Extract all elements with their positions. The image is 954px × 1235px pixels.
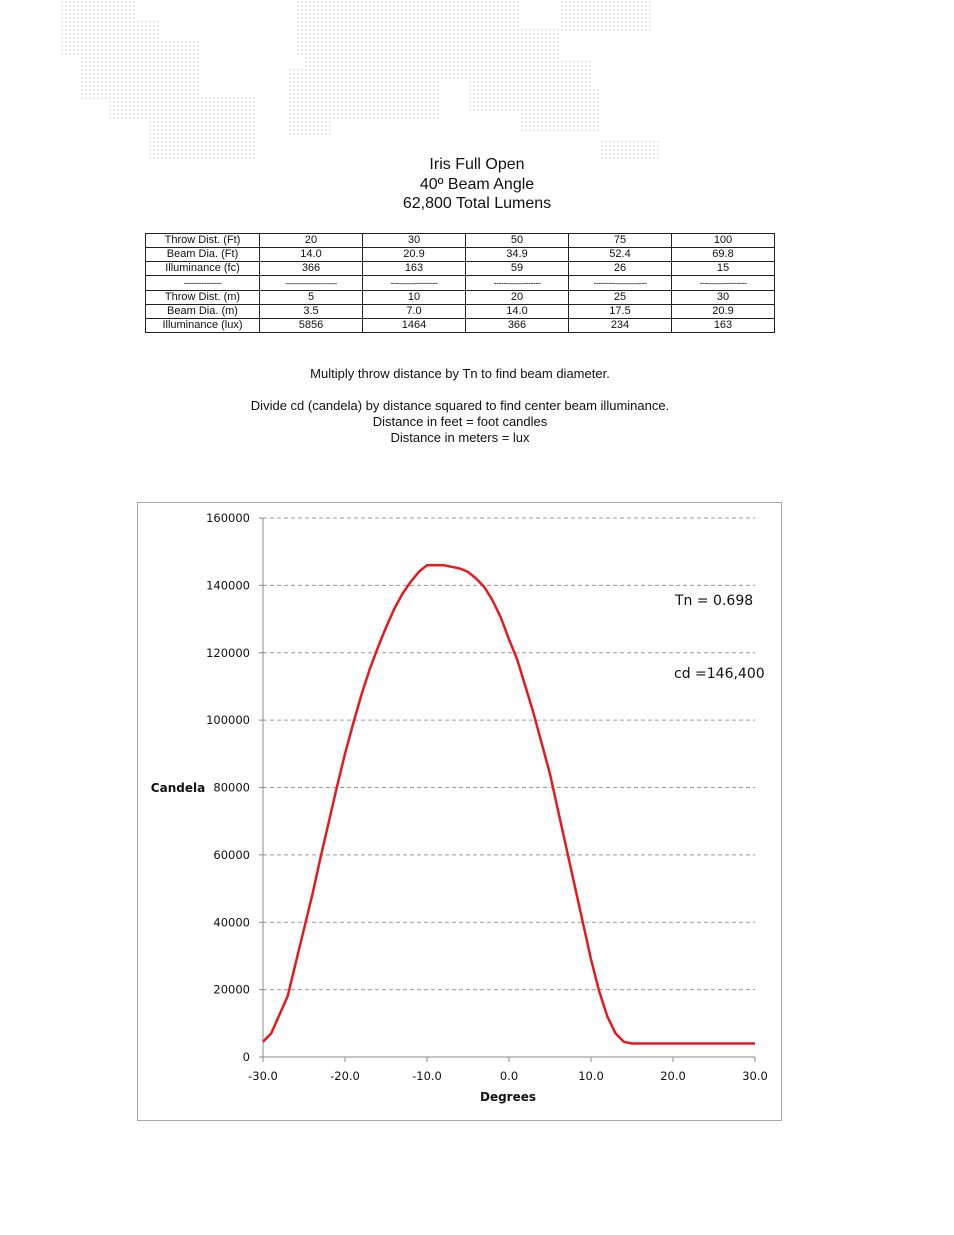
table-cell: 234 xyxy=(568,318,672,333)
y-tick-label: 120000 xyxy=(206,646,250,660)
cd-note: Divide cd (candela) by distance squared … xyxy=(250,398,670,413)
candela-series-line xyxy=(262,563,755,1045)
y-tick-label: 160000 xyxy=(206,511,250,525)
x-tick-label: -30.0 xyxy=(248,1069,278,1083)
table-row: Throw Dist. (Ft) 20 30 50 75 100 xyxy=(145,233,775,248)
table-cell: 26 xyxy=(568,261,672,276)
row-label: --------------- xyxy=(145,275,260,291)
table-cell: 7.0 xyxy=(362,304,466,319)
chart-title: Iris Full Open 40º Beam Angle 62,800 Tot… xyxy=(0,155,954,214)
title-line-beam-angle: 40º Beam Angle xyxy=(419,175,535,193)
table-cell: 30 xyxy=(362,233,466,248)
table-cell: 20 xyxy=(259,233,363,248)
table-cell: 163 xyxy=(362,261,466,276)
meters-note: Distance in meters = lux xyxy=(390,430,530,445)
feet-note: Distance in feet = foot candles xyxy=(372,414,548,429)
cd-annotation: cd =146,400 xyxy=(674,666,765,682)
y-tick-label: 40000 xyxy=(213,915,250,929)
table-row: Beam Dia. (Ft) 14.0 20.9 34.9 52.4 69.8 xyxy=(145,247,775,262)
table-cell: 10 xyxy=(362,290,466,305)
x-axis-label: Degrees xyxy=(480,1090,536,1104)
table-cell: 14.0 xyxy=(259,247,363,262)
table-row: Throw Dist. (m) 5 10 20 25 30 xyxy=(145,290,775,305)
table-cell: 69.8 xyxy=(671,247,775,262)
title-line-iris: Iris Full Open xyxy=(429,156,525,173)
tn-note: Multiply throw distance by Tn to find be… xyxy=(310,366,610,381)
table-cell: 15 xyxy=(671,261,775,276)
row-label: Beam Dia. (m) xyxy=(145,304,260,319)
row-label: Illuminance (fc) xyxy=(145,261,260,276)
x-tick-label: 30.0 xyxy=(742,1069,768,1083)
table-cell: 14.0 xyxy=(465,304,569,319)
x-tick-label: -10.0 xyxy=(412,1069,442,1083)
row-label: Throw Dist. (m) xyxy=(145,290,260,305)
x-tick-label: 10.0 xyxy=(578,1069,604,1083)
title-line-lumens: 62,800 Total Lumens xyxy=(402,195,552,212)
table-row: Illuminance (lux) 5856 1464 366 234 163 xyxy=(145,318,775,333)
table-cell: 25 xyxy=(568,290,672,305)
table-cell: ---——--------- xyxy=(362,275,466,291)
x-tick-label: 0.0 xyxy=(500,1069,518,1083)
y-tick-label: 20000 xyxy=(213,983,250,997)
chart-frame xyxy=(137,502,782,1121)
photometric-table: Throw Dist. (Ft) 20 30 50 75 100 Beam Dia. (Ft… xyxy=(145,233,775,333)
table-cell: 5 xyxy=(259,290,363,305)
table-cell: 52.4 xyxy=(568,247,672,262)
table-cell: 20.9 xyxy=(671,304,775,319)
table-cell: 30 xyxy=(671,290,775,305)
table-cell: ---——--------- xyxy=(671,275,775,291)
table-cell: 100 xyxy=(671,233,775,248)
table-cell: 50 xyxy=(465,233,569,248)
x-tick-label: 20.0 xyxy=(660,1069,686,1083)
table-cell: 75 xyxy=(568,233,672,248)
table-row: Illuminance (fc) 366 163 59 26 15 xyxy=(145,261,775,276)
tn-annotation: Tn = 0.698 xyxy=(674,593,753,609)
table-cell: 366 xyxy=(259,261,363,276)
table-cell: 34.9 xyxy=(465,247,569,262)
table-cell: 1464 xyxy=(362,318,466,333)
world-map-dot-pattern xyxy=(60,0,660,160)
row-label: Beam Dia. (Ft) xyxy=(145,247,260,262)
table-cell: 20 xyxy=(465,290,569,305)
table-cell: 366 xyxy=(465,318,569,333)
table-cell: —————— xyxy=(259,275,363,291)
row-label: Illuminance (lux) xyxy=(145,318,260,333)
y-axis-label: Candela xyxy=(151,781,205,795)
y-tick-label: 100000 xyxy=(206,713,250,727)
x-tick-label: -20.0 xyxy=(330,1069,360,1083)
row-label: Throw Dist. (Ft) xyxy=(145,233,260,248)
y-tick-label: 60000 xyxy=(213,848,250,862)
table-cell: 20.9 xyxy=(362,247,466,262)
table-cell: 17.5 xyxy=(568,304,672,319)
y-tick-label: 80000 xyxy=(213,781,250,795)
table-row: --------------- —————— ---——--------- -----… xyxy=(145,275,775,291)
table-cell: -----——------- xyxy=(465,275,569,291)
table-cell: 5856 xyxy=(259,318,363,333)
y-tick-label: 140000 xyxy=(206,578,250,592)
candela-chart: 0 20000 40000 60000 80000 100000 120000 140000 1… xyxy=(151,511,768,1104)
table-cell: 3.5 xyxy=(259,304,363,319)
table-row: Beam Dia. (m) 3.5 7.0 14.0 17.5 20.9 xyxy=(145,304,775,319)
table-cell: 163 xyxy=(671,318,775,333)
y-tick-label: 0 xyxy=(243,1050,250,1064)
table-cell: --------———--- xyxy=(568,275,672,291)
table-cell: 59 xyxy=(465,261,569,276)
